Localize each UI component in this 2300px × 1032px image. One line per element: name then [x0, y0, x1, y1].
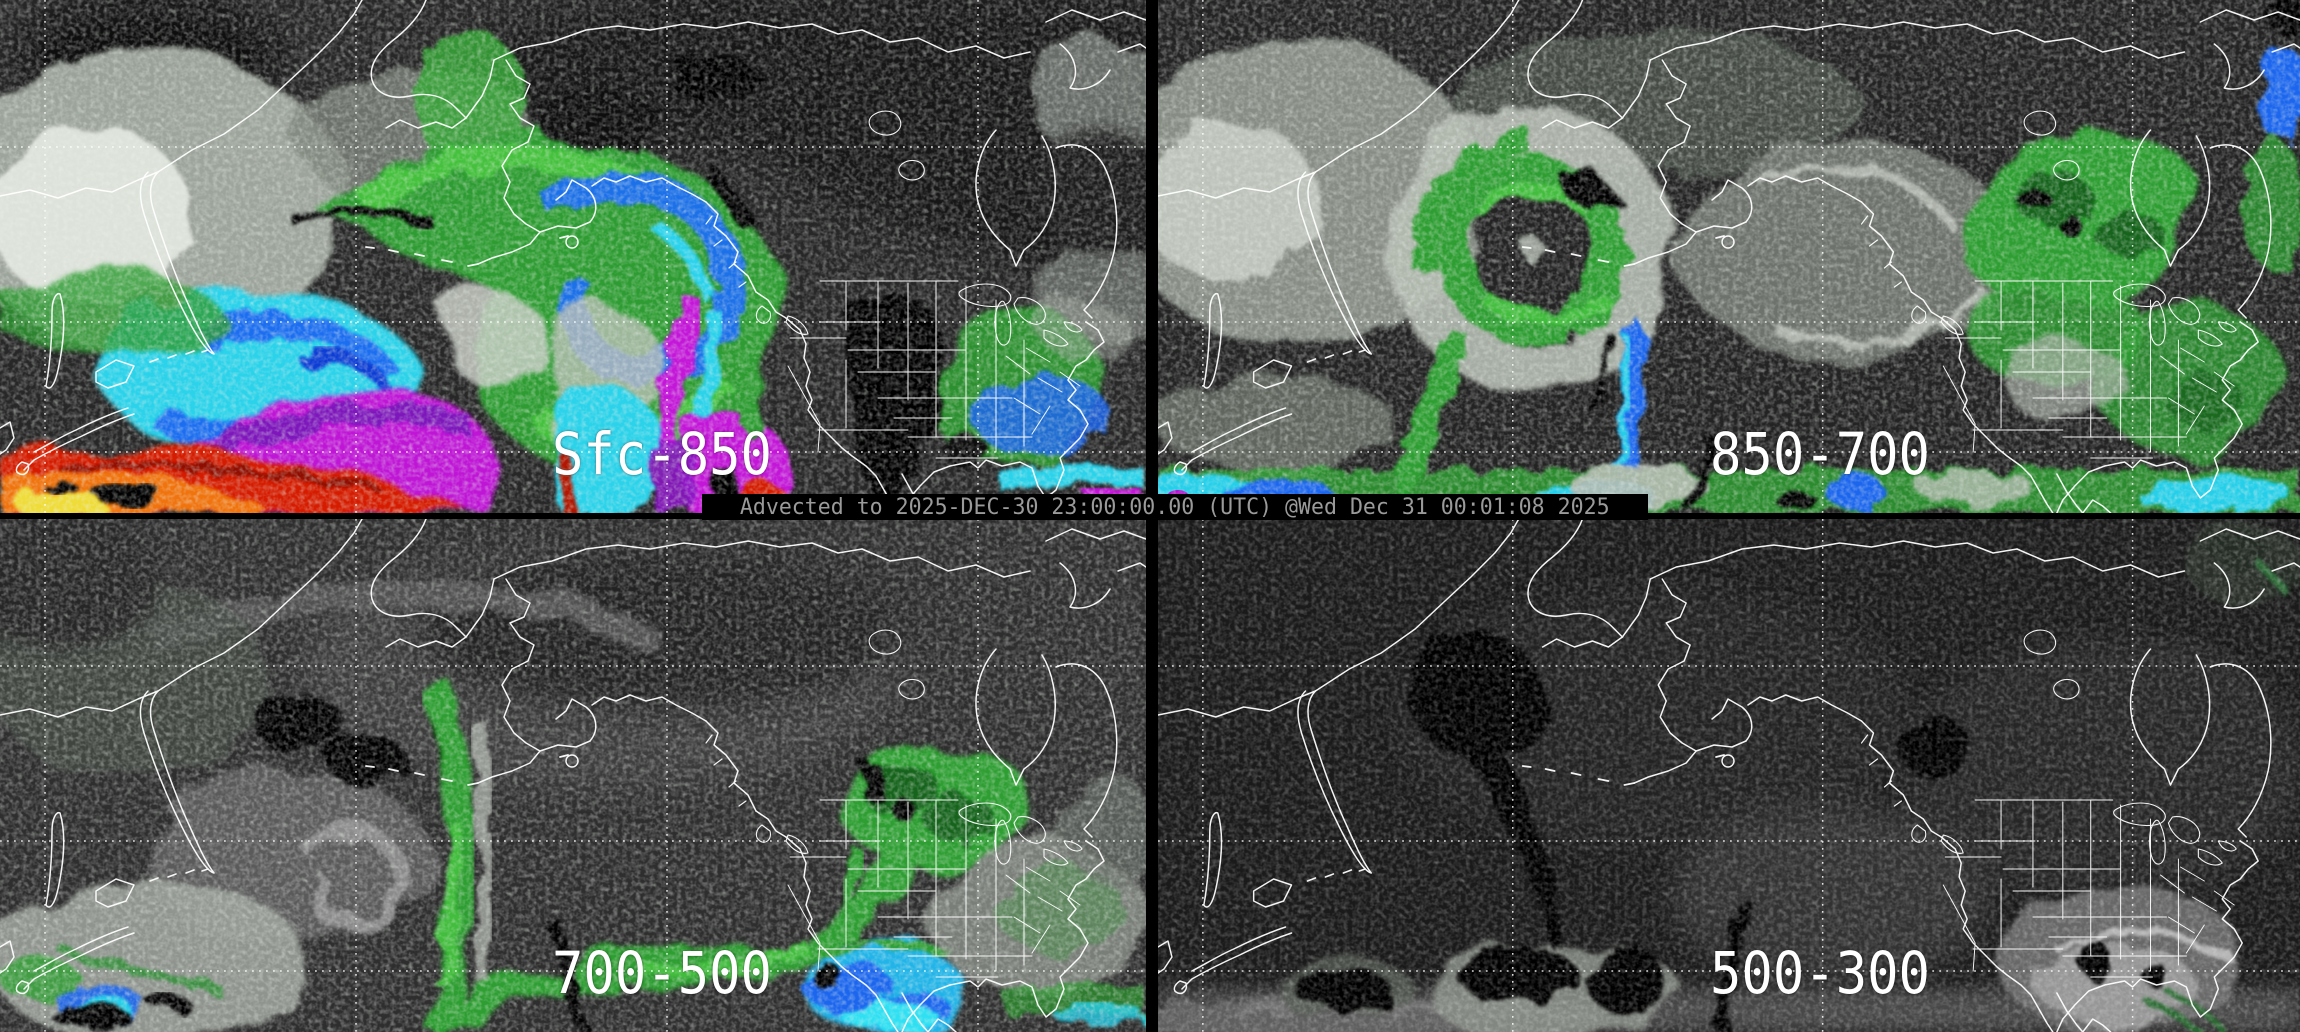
satellite-imagery-500-300	[1158, 519, 2300, 1032]
panel-500-300: 500-300	[1158, 519, 2300, 1032]
satellite-imagery-850-700	[1158, 0, 2300, 513]
status-text: Advected to 2025-DEC-30 23:00:00.00 (UTC…	[740, 494, 1610, 520]
satellite-imagery-sfc-850	[0, 0, 1146, 513]
satellite-imagery-700-500	[0, 519, 1146, 1032]
panel-sfc-850: Sfc-850	[0, 0, 1146, 513]
status-bar: Advected to 2025-DEC-30 23:00:00.00 (UTC…	[702, 494, 1648, 520]
panel-700-500: 700-500	[0, 519, 1146, 1032]
panel-850-700: 850-700	[1158, 0, 2300, 513]
